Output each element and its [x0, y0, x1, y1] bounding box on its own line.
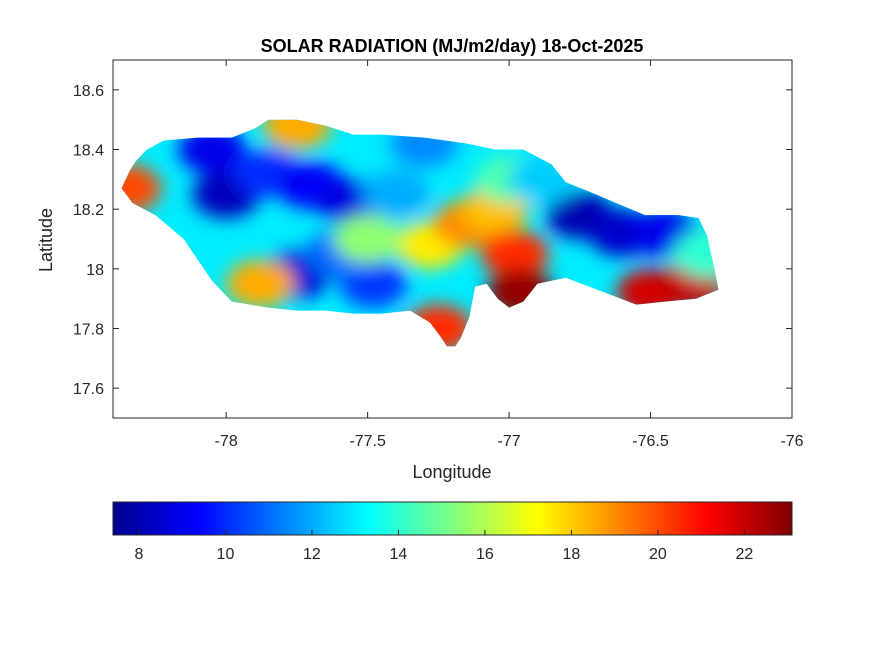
radiation-cell — [333, 215, 402, 263]
y-tick-label: 17.8 — [73, 322, 104, 339]
x-tick-label: -78 — [215, 433, 238, 450]
x-tick-label: -77.5 — [349, 433, 386, 450]
colorbar-tick-label: 10 — [217, 546, 235, 563]
colorbar-tick-label: 8 — [134, 546, 143, 563]
y-tick-label: 18.2 — [73, 202, 104, 219]
chart-title: SOLAR RADIATION (MJ/m2/day) 18-Oct-2025 — [261, 36, 644, 56]
y-tick-label: 18.6 — [73, 83, 104, 100]
y-axis-label: Latitude — [36, 208, 56, 272]
y-tick-label: 18.4 — [73, 143, 104, 160]
colorbar-tick-label: 20 — [649, 546, 667, 563]
radiation-cell — [480, 229, 549, 278]
radiation-cell — [673, 229, 719, 278]
colorbar-gradient — [112, 501, 793, 536]
radiation-cell — [226, 259, 295, 308]
y-tick-label: 17.6 — [73, 381, 104, 398]
colorbar-tick-label: 12 — [303, 546, 321, 563]
x-tick-label: -77 — [498, 433, 521, 450]
x-tick-label: -76 — [780, 433, 803, 450]
x-axis-label: Longitude — [412, 462, 491, 482]
x-tick-label: -76.5 — [632, 433, 669, 450]
radiation-cell — [361, 170, 430, 219]
y-axis: 17.6 17.8 18 18.2 18.4 18.6 — [73, 83, 792, 398]
colorbar-tick-label: 14 — [390, 546, 408, 563]
radiation-cell — [262, 119, 331, 150]
radiation-cell — [121, 164, 162, 213]
radiation-field — [121, 119, 719, 347]
colorbar-tick-label: 16 — [476, 546, 494, 563]
x-axis: -78 -77.5 -77 -76.5 -76 — [215, 60, 804, 450]
colorbar-ticks: 8 10 12 14 16 18 20 22 — [134, 530, 753, 563]
colorbar-tick-label: 22 — [736, 546, 754, 563]
y-tick-label: 18 — [86, 262, 104, 279]
colorbar: 8 10 12 14 16 18 20 22 — [112, 501, 793, 563]
colorbar-tick-label: 18 — [563, 546, 581, 563]
